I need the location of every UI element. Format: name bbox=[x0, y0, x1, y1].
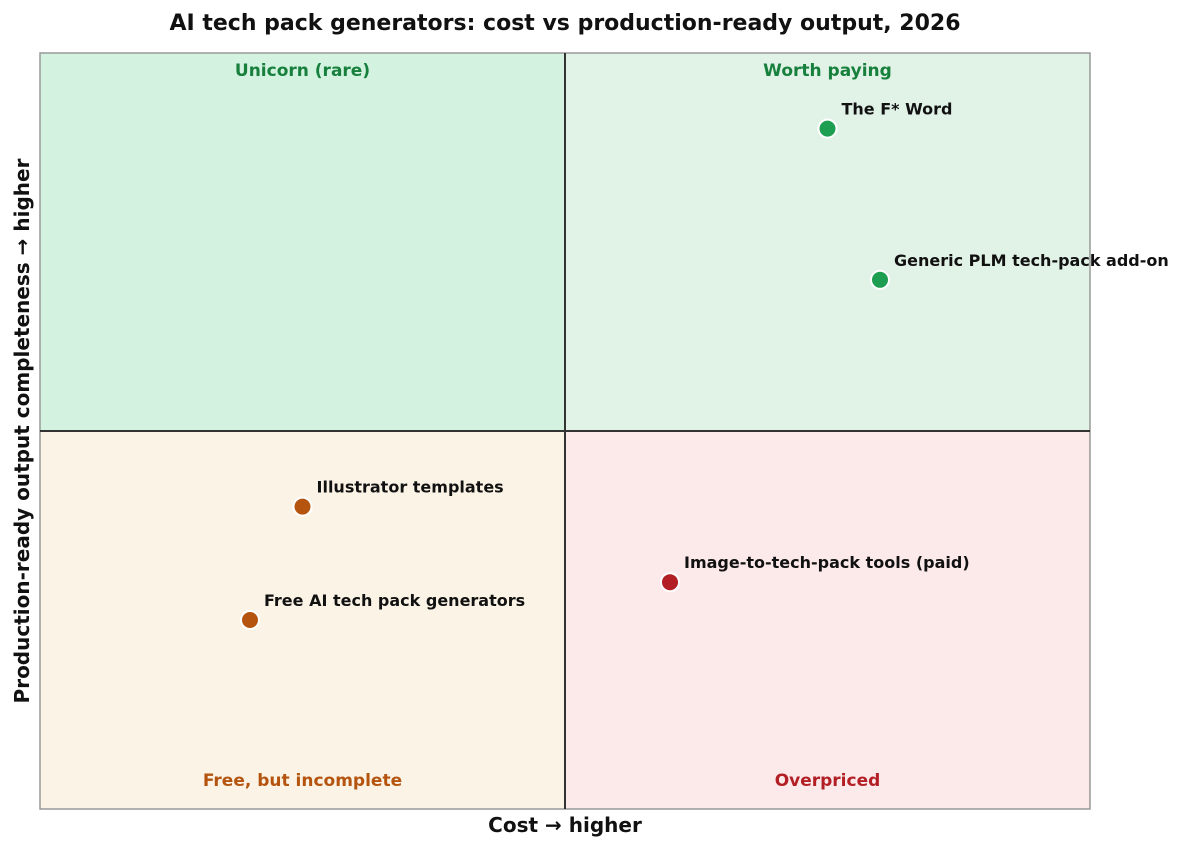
quadrant-label-bottom-left: Free, but incomplete bbox=[203, 771, 402, 791]
x-axis-label: Cost → higher bbox=[488, 813, 642, 837]
chart-title: AI tech pack generators: cost vs product… bbox=[169, 11, 960, 36]
data-point-label: The F* Word bbox=[842, 100, 953, 119]
quadrant-bottom-right bbox=[565, 431, 1090, 809]
quadrant-label-top-left: Unicorn (rare) bbox=[235, 61, 370, 81]
quadrant-top-right bbox=[565, 53, 1090, 431]
quadrant-label-top-right: Worth paying bbox=[763, 61, 892, 81]
data-point bbox=[660, 572, 680, 593]
quadrant-bottom-left bbox=[40, 431, 565, 809]
data-point-label: Free AI tech pack generators bbox=[264, 591, 525, 610]
data-point bbox=[292, 496, 313, 517]
data-point-label: Generic PLM tech-pack add-on bbox=[894, 251, 1169, 270]
data-point bbox=[240, 610, 260, 630]
data-point bbox=[817, 118, 838, 139]
y-axis-label: Production-ready output completeness → h… bbox=[10, 158, 34, 703]
data-point-label: Image-to-tech-pack tools (paid) bbox=[684, 553, 970, 572]
quadrant-label-bottom-right: Overpriced bbox=[775, 771, 881, 791]
data-point-label: Illustrator templates bbox=[317, 478, 504, 497]
quadrant-top-left bbox=[40, 53, 565, 431]
data-point bbox=[870, 269, 890, 290]
quadrant-layer: Unicorn (rare) Worth paying Free, but inco… bbox=[40, 53, 1090, 809]
points-layer: The F* Word Generic PLM tech-pack add-on I… bbox=[240, 100, 1169, 630]
